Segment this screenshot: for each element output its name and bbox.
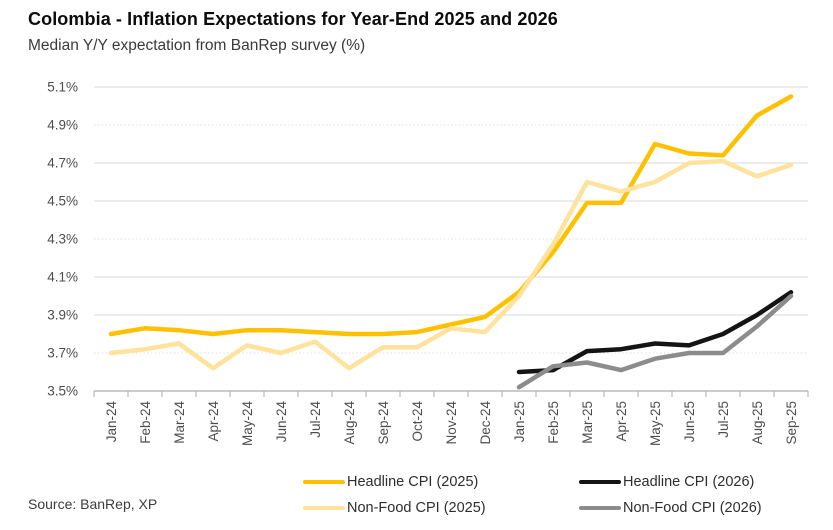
x-tick-label: Mar-25 [580,401,595,444]
legend-swatch-headline-cpi-2026 [579,479,621,485]
legend-item-non-food-cpi-2025: Non-Food CPI (2025) [303,499,579,517]
gridlines [94,86,808,354]
legend-swatch-non-food-cpi-2026 [579,505,621,511]
y-tick-label: 5.1% [47,80,78,95]
legend-swatch-non-food-cpi-2025 [303,505,345,511]
x-tick-label: Jun-25 [682,401,697,442]
legend-item-non-food-cpi-2026: Non-Food CPI (2026) [579,499,833,517]
legend-label: Headline CPI (2025) [347,474,479,490]
x-axis [93,390,809,397]
y-tick-label: 4.3% [47,232,78,247]
y-tick-label: 4.5% [47,194,78,209]
x-tick-label: Feb-24 [138,401,153,444]
legend-item-headline-cpi-2026: Headline CPI (2026) [579,473,833,491]
legend-item-headline-cpi-2025: Headline CPI (2025) [303,473,579,491]
chart-title: Colombia - Inflation Expectations for Ye… [28,9,558,29]
source-note: Source: BanRep, XP [28,496,158,512]
series-line-non-food-cpi-2026 [516,293,794,390]
series-line-headline-cpi-2025 [108,94,794,337]
x-tick-label: Nov-24 [444,401,459,445]
legend-label: Non-Food CPI (2026) [623,500,762,516]
y-axis-labels: 3.5% 3.7% 3.9% 4.1% 4.3% 4.5% 4.7% 4.9% 5.1% [47,80,78,399]
x-tick-label: Aug-25 [750,401,765,445]
x-tick-label: May-25 [648,401,663,446]
x-tick-label: Jan-24 [104,401,119,443]
y-tick-label: 3.9% [47,308,78,323]
legend-label: Headline CPI (2026) [623,474,755,490]
chart-subtitle: Median Y/Y expectation from BanRep surve… [28,37,366,54]
x-tick-label: Oct-24 [410,401,425,442]
x-tick-label: Sep-24 [376,401,391,445]
chart-legend: Headline CPI (2025) Headline CPI (2026) … [303,473,833,517]
y-tick-label: 3.7% [47,346,78,361]
y-tick-label: 4.7% [47,156,78,171]
series-line-non-food-cpi-2025 [108,158,794,371]
x-tick-label: Mar-24 [172,401,187,444]
y-tick-label: 4.9% [47,118,78,133]
x-tick-label: Apr-24 [206,401,221,442]
y-tick-label: 4.1% [47,270,78,285]
x-tick-label: Apr-25 [614,401,629,442]
x-tick-label: Jan-25 [512,401,527,442]
x-tick-label: Feb-25 [546,401,561,444]
x-tick-label: Aug-24 [342,401,357,445]
x-tick-label: Jul-25 [716,401,731,438]
x-tick-label: Jul-24 [308,401,323,438]
x-tick-label: May-24 [240,401,255,447]
x-tick-label: Sep-25 [784,401,799,445]
x-axis-labels: Jan-24 Feb-24 Mar-24 Apr-24 May-24 Jun-24 Jul-… [104,401,799,447]
legend-swatch-headline-cpi-2025 [303,479,345,485]
y-tick-label: 3.5% [47,384,78,399]
x-tick-label: Dec-24 [478,401,493,445]
x-tick-label: Jun-24 [274,401,289,443]
legend-label: Non-Food CPI (2025) [347,500,486,516]
